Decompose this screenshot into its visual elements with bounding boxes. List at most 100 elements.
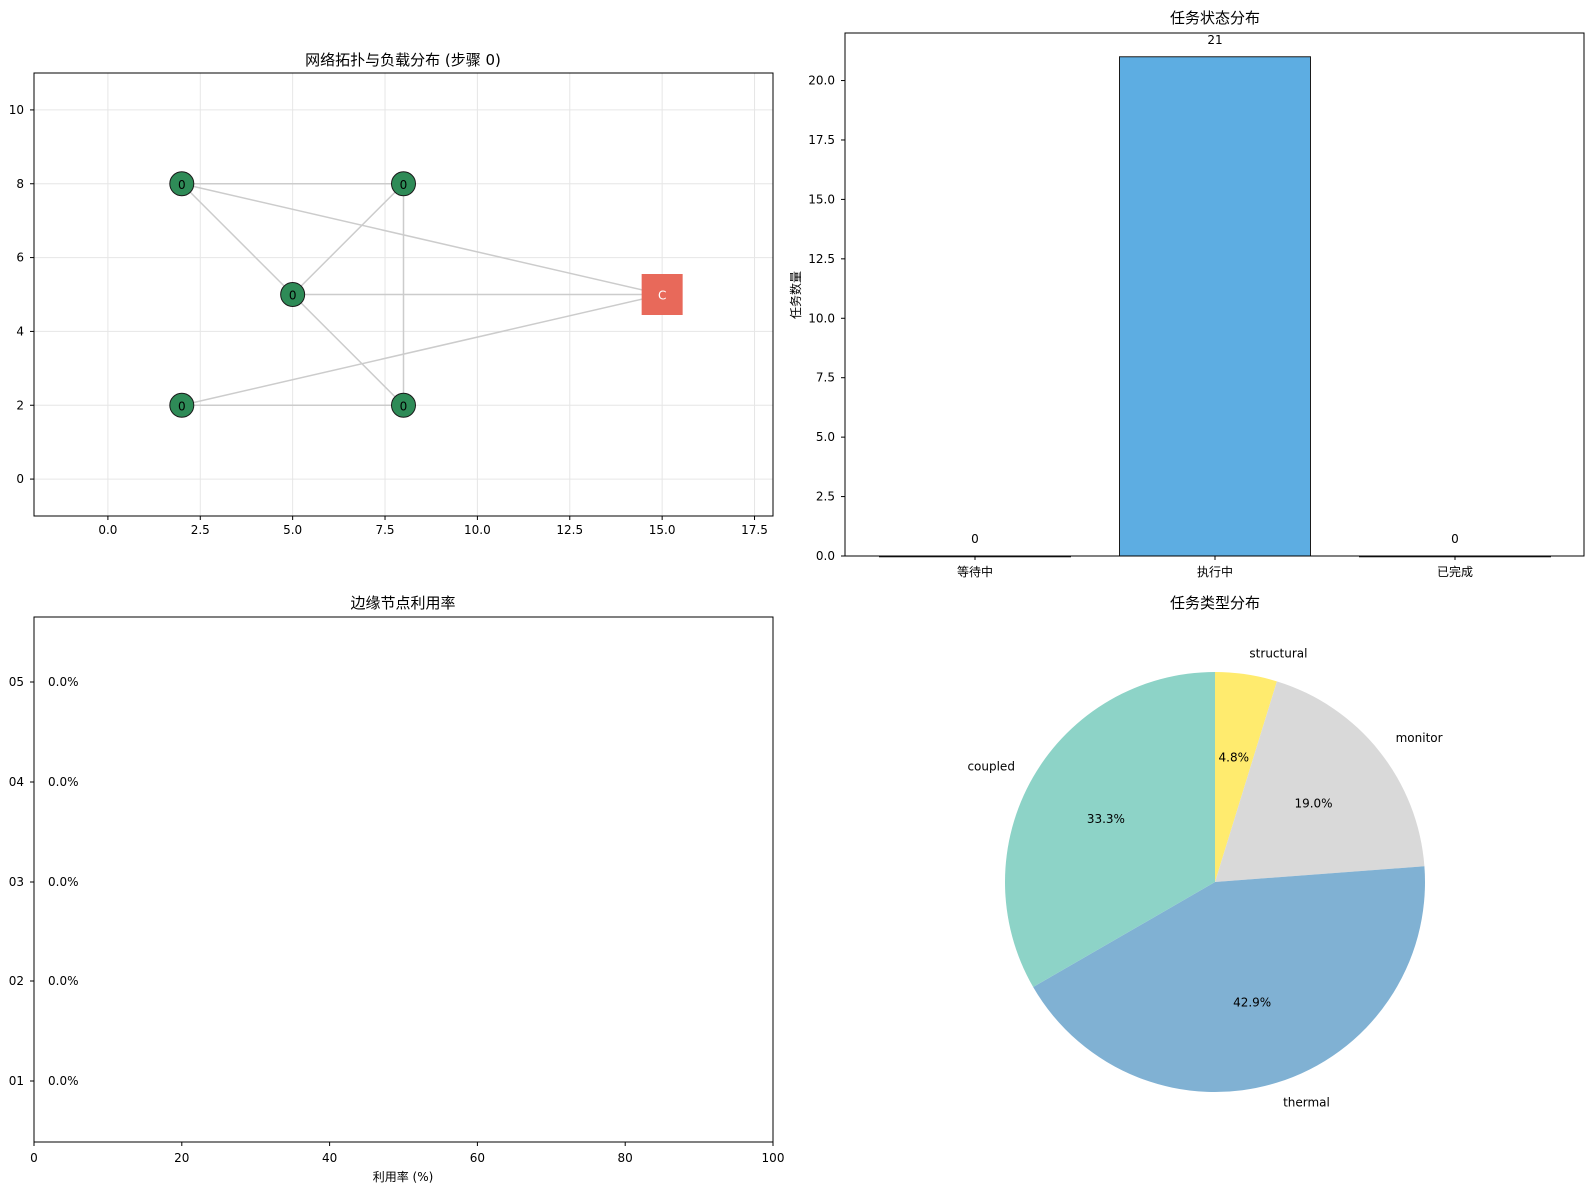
- edge-node-label: 0: [178, 399, 186, 413]
- status-value-label: 0: [1451, 532, 1459, 546]
- y-tick-label: 8: [16, 177, 24, 191]
- utilization-plot-frame: [33, 616, 774, 1143]
- x-tick-label: 等待中: [957, 564, 993, 579]
- pie-category-label: thermal: [1283, 1096, 1330, 1110]
- utilization-title: 边缘节点利用率: [350, 594, 455, 612]
- edge-node: [280, 282, 306, 307]
- utilization-value-label: 0.0%: [48, 875, 79, 889]
- y-tick-label: 15.0: [808, 192, 835, 206]
- y-tick-label: 2: [16, 398, 24, 412]
- topology-y-ticks: 0 2 4 6 8 10: [9, 103, 34, 486]
- utilization-value-label: 0.0%: [48, 775, 79, 789]
- x-tick-label: 60: [470, 1151, 485, 1165]
- task-type-title: 任务类型分布: [1170, 594, 1260, 612]
- y-tick-label: 01: [9, 1074, 24, 1088]
- status-value-label: 0: [971, 532, 979, 546]
- x-tick-label: 10.0: [464, 523, 491, 537]
- status-value-label: 21: [1207, 33, 1222, 47]
- utilization-y-ticks: 01 02 03 04 05: [9, 675, 34, 1088]
- edge-node: [391, 171, 416, 197]
- task-type-panel: 任务类型分布 4.8% structural 19.0% monitor 42.9% th…: [967, 594, 1442, 1110]
- y-tick-label: 02: [9, 974, 24, 988]
- task-status-y-ticks: 0.0 2.5 5.0 7.5 10.0 12.5 15.0 17.5 20.0: [808, 74, 845, 563]
- y-tick-label: 2.5: [816, 490, 835, 504]
- utilization-value-label: 0.0%: [48, 675, 79, 689]
- edge-node-label: 0: [400, 178, 408, 192]
- x-tick-label: 80: [618, 1151, 633, 1165]
- task-status-value-labels: 0 21 0: [971, 33, 1459, 546]
- network-link: [181, 293, 663, 406]
- pie-category-label: monitor: [1396, 731, 1443, 745]
- x-tick-label: 5.0: [283, 523, 302, 537]
- edge-node-label: 0: [178, 178, 186, 192]
- utilization-value-label: 0.0%: [48, 1074, 79, 1088]
- cloud-node-label: C: [658, 289, 666, 303]
- x-tick-label: 17.5: [741, 523, 768, 537]
- y-tick-label: 20.0: [808, 74, 835, 88]
- utilization-value-label: 0.0%: [48, 974, 79, 988]
- y-tick-label: 17.5: [808, 133, 835, 147]
- pie-percent-label: 4.8%: [1219, 750, 1250, 764]
- utilization-x-ticks: 0 20 40 60 80 100: [30, 1142, 784, 1165]
- topology-nodes: 0 0 0 0 0 C: [169, 171, 683, 418]
- task-status-x-ticks: 等待中 执行中 已完成: [957, 556, 1473, 579]
- topology-panel: 网络拓扑与负载分布 (步骤 0) 0 0 0 0 0 C 0.0 2.5 5.0 7.5 10.0…: [9, 51, 774, 537]
- status-bar: [1119, 56, 1311, 557]
- y-tick-label: 6: [16, 251, 24, 265]
- task-status-ylabel: 任务数量: [788, 271, 803, 319]
- x-tick-label: 12.5: [556, 523, 583, 537]
- topology-links: [181, 183, 663, 406]
- task-status-plot-frame: [844, 32, 1585, 557]
- x-tick-label: 40: [322, 1151, 337, 1165]
- pie-slice: [1215, 671, 1277, 882]
- network-link: [292, 183, 405, 296]
- utilization-panel: 边缘节点利用率 01 02 03 04 05 0.0% 0.0% 0.0% 0.0%0.0% …: [9, 594, 785, 1184]
- topology-plot-frame: [33, 72, 774, 517]
- x-tick-label: 0: [30, 1151, 38, 1165]
- pie-percent-label: 33.3%: [1087, 812, 1125, 826]
- pie-slice: [1033, 866, 1426, 1093]
- y-tick-label: 05: [9, 675, 24, 689]
- edge-node-label: 0: [400, 399, 408, 413]
- x-tick-label: 20: [174, 1151, 189, 1165]
- y-tick-label: 04: [9, 775, 24, 789]
- topology-title: 网络拓扑与负载分布 (步骤 0): [305, 51, 501, 69]
- x-tick-label: 100: [762, 1151, 785, 1165]
- y-tick-label: 0.0: [816, 549, 835, 563]
- y-tick-label: 0: [16, 472, 24, 486]
- edge-node: [169, 171, 195, 197]
- topology-x-ticks: 0.0 2.5 5.0 7.5 10.0 12.5 15.0 17.5: [98, 516, 768, 537]
- pie-percent-label: 19.0%: [1294, 796, 1332, 810]
- task-type-slices: [1004, 671, 1426, 1093]
- x-tick-label: 已完成: [1437, 564, 1473, 579]
- y-tick-label: 10.0: [808, 311, 835, 325]
- x-tick-label: 15.0: [649, 523, 676, 537]
- task-status-panel: 任务状态分布 0.02.55.07.510.012.515.017.520.0 …: [788, 9, 1585, 579]
- cloud-node: [641, 274, 683, 315]
- y-tick-label: 12.5: [808, 252, 835, 266]
- x-tick-label: 0.0: [98, 523, 117, 537]
- x-tick-label: 7.5: [375, 523, 394, 537]
- x-tick-label: 执行中: [1197, 564, 1233, 579]
- pie-slice: [1004, 672, 1215, 987]
- y-tick-label: 4: [16, 324, 24, 338]
- edge-node-label: 0: [289, 289, 297, 303]
- x-tick-label: 2.5: [191, 523, 210, 537]
- network-link: [181, 183, 294, 296]
- y-tick-label: 5.0: [816, 430, 835, 444]
- y-tick-label: 7.5: [816, 371, 835, 385]
- task-type-labels: 4.8% structural 19.0% monitor 42.9% thermal 33…: [967, 647, 1442, 1110]
- task-status-title: 任务状态分布: [1170, 9, 1260, 27]
- pie-category-label: structural: [1249, 647, 1307, 661]
- y-tick-label: 03: [9, 875, 24, 889]
- edge-node: [391, 392, 416, 418]
- pie-category-label: coupled: [967, 760, 1015, 774]
- utilization-xlabel: 利用率 (%): [373, 1169, 434, 1184]
- utilization-value-labels: 0.0% 0.0% 0.0% 0.0% 0.0%: [48, 675, 79, 1088]
- y-tick-label: 10: [9, 103, 24, 117]
- pie-percent-label: 42.9%: [1233, 995, 1271, 1009]
- pie-slice: [1215, 681, 1425, 882]
- task-status-bars: [879, 56, 1551, 558]
- edge-node: [169, 392, 195, 418]
